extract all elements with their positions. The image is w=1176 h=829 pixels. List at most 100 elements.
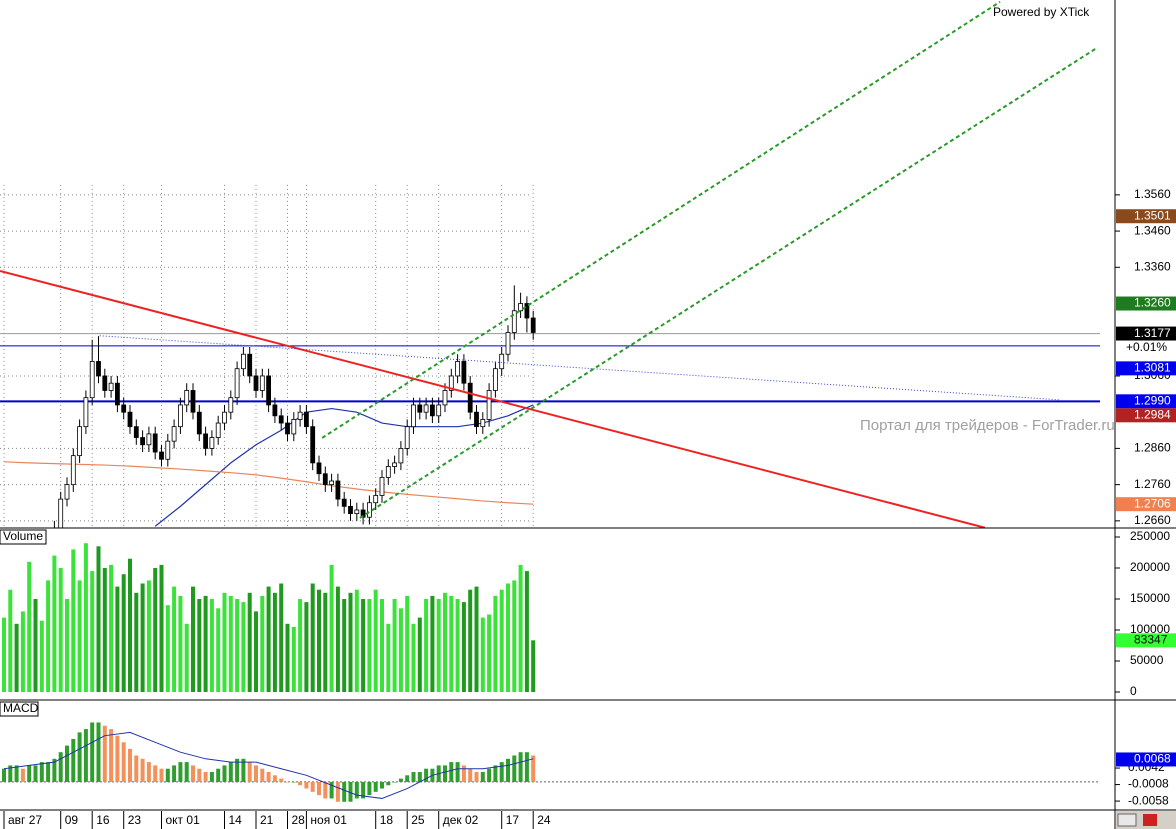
candle-body [152,433,158,453]
macd-bar [499,762,504,782]
zoom-button[interactable] [1117,813,1137,827]
candle-body [89,361,95,399]
y-tick-label: 200000 [1130,560,1170,574]
volume-bar [304,602,309,692]
macd-bar [71,738,76,782]
candle-body [278,415,284,424]
macd-bar [14,765,19,782]
value-flag-label: 1.3260 [1134,296,1171,310]
x-tick-label: 28 [292,813,306,827]
value-flag [1116,633,1176,648]
macd-bar [58,752,63,782]
volume-bar [266,586,271,692]
volume-bar [134,592,139,692]
volume-bar [279,583,284,692]
candle-body [341,498,347,507]
macd-bar [90,722,95,782]
candle-body [360,509,366,518]
exit-button[interactable] [1143,814,1157,826]
candle-body [127,411,133,428]
value-flag-label: 1.3501 [1134,208,1171,222]
candle-body [348,505,353,514]
candle-body [322,473,328,486]
macd-bar [298,781,303,786]
volume-bar [380,599,384,692]
volume-bar [392,599,397,692]
candle-body [240,353,246,370]
y-tick-label: 1.2760 [1134,477,1171,491]
volume-bar [260,595,265,692]
value-flag [1116,497,1176,512]
volume-bar [361,599,366,692]
macd-bar [65,745,69,782]
volume-bar [27,561,32,692]
volume-bar [487,614,492,692]
macd-bar [449,762,454,782]
candle-body [518,303,523,312]
macd-bar [329,781,334,799]
pane-label: Volume [3,529,43,543]
value-flag [1116,296,1176,311]
volume-bar [2,617,6,692]
macd-bar [134,755,139,782]
volume-bar [474,586,479,692]
macd-bar [115,735,120,782]
macd-bar [285,781,290,783]
candle-body [266,375,272,406]
candle-body [486,390,492,420]
candle-body [209,437,215,449]
macd-bar [461,765,466,782]
volume-bar [461,602,466,692]
macd-bar [493,765,498,782]
volume-bar [235,599,240,692]
volume-bar [506,583,510,692]
change-box [1116,340,1176,355]
macd-bar [373,781,378,792]
macd-bar [512,755,517,782]
macd-bar [8,765,13,782]
x-tick-label: окт 01 [166,813,201,827]
macd-bar [46,762,51,782]
x-tick-label: дек 02 [443,813,479,827]
x-tick-label: авг 27 [8,813,42,827]
macd-bar [109,729,114,782]
macd-bar [191,765,195,782]
candle-body [77,426,82,457]
macd-bar [506,758,510,782]
candle-body [171,426,177,442]
candle-body [297,411,303,420]
value-flag [1116,326,1176,341]
candle-body [291,419,297,435]
macd-bar [184,762,189,782]
volume-bar [342,599,347,692]
x-tick-label: 21 [260,813,274,827]
candle-body [505,332,511,355]
volume-bar [443,592,447,692]
y-tick-label: 1.2860 [1134,441,1171,455]
value-flag [1116,209,1176,224]
volume-pane: Volume [0,529,536,692]
volume-bar [109,564,114,692]
candle-body [184,390,190,406]
volume-bar [14,623,19,692]
candle-body [115,382,120,406]
macd-bar [361,781,366,799]
candle-body [366,502,372,518]
x-tick-label: 16 [96,813,110,827]
volume-bar [65,599,69,692]
macd-bar [524,752,529,782]
value-flag-label: 1.3081 [1134,361,1171,375]
macd-bar [317,781,321,796]
macd-bar [159,768,164,782]
y-tick-label: -0.0058 [1128,793,1169,807]
macd-bar [487,768,492,782]
value-flag-label: 1.2984 [1134,407,1171,421]
pane-label-box [0,529,47,545]
candle-body [96,361,101,377]
candle-body [354,509,360,514]
macd-bar [443,765,447,782]
volume-bar [411,623,416,692]
volume-bar [146,580,151,692]
volume-bar [197,599,202,692]
